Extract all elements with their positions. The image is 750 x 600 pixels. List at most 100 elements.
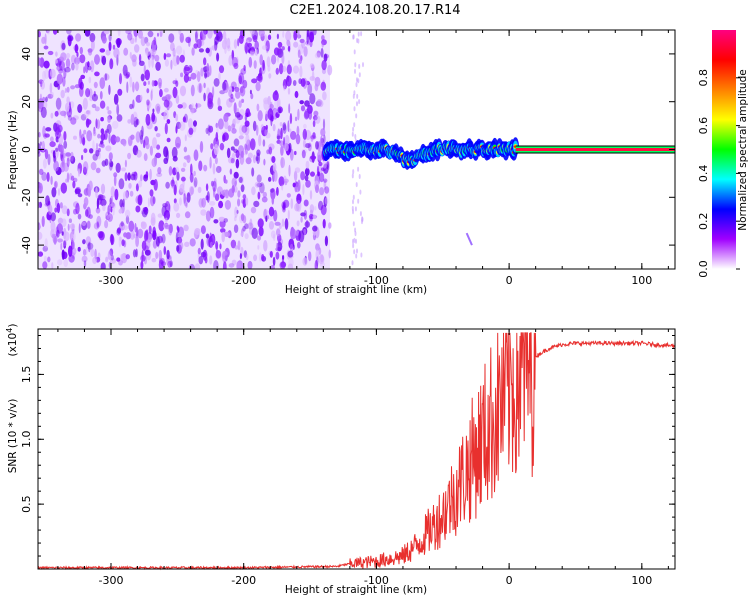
noise-speckle xyxy=(206,62,210,72)
noise-speckle xyxy=(240,213,245,222)
noise-speckle xyxy=(123,232,128,238)
noise-speckle xyxy=(61,205,68,215)
noise-speckle xyxy=(323,179,327,191)
noise-speckle xyxy=(125,254,130,260)
noise-speckle xyxy=(240,150,244,158)
noise-speckle xyxy=(250,93,254,100)
noise-speckle xyxy=(61,231,64,236)
colorbar-tick-label: 0.4 xyxy=(697,165,710,183)
noise-speckle xyxy=(245,133,250,146)
noise-speckle xyxy=(284,180,288,186)
noise-speckle xyxy=(145,50,151,56)
noise-speckle xyxy=(133,30,139,37)
noise-speckle xyxy=(295,229,299,236)
noise-speckle xyxy=(322,118,326,130)
noise-speckle xyxy=(310,155,317,160)
noise-speckle xyxy=(66,96,70,104)
noise-speckle xyxy=(265,113,268,122)
noise-speckle xyxy=(38,251,44,257)
noise-speckle xyxy=(63,68,67,79)
noise-speckle xyxy=(221,189,228,197)
noise-speckle xyxy=(57,83,61,90)
noise-speckle xyxy=(242,198,247,208)
noise-speckle xyxy=(265,124,268,130)
noise-speckle xyxy=(118,208,123,214)
noise-speckle xyxy=(304,108,310,119)
noise-speckle xyxy=(358,174,361,179)
noise-speckle xyxy=(262,59,265,71)
noise-speckle xyxy=(250,46,255,52)
noise-speckle xyxy=(150,90,153,101)
noise-speckle xyxy=(282,122,287,131)
noise-speckle xyxy=(47,30,50,35)
noise-speckle xyxy=(278,107,282,114)
noise-speckle xyxy=(263,99,270,111)
noise-speckle xyxy=(190,103,195,115)
noise-speckle xyxy=(145,171,149,178)
noise-speckle xyxy=(66,30,72,35)
noise-speckle xyxy=(51,262,54,269)
y-tick-label: 1.5 xyxy=(20,366,33,384)
noise-speckle xyxy=(67,223,70,231)
noise-speckle xyxy=(64,88,67,93)
noise-speckle xyxy=(165,53,172,58)
noise-speckle xyxy=(45,96,48,103)
noise-speckle xyxy=(71,247,77,256)
noise-speckle xyxy=(170,42,175,52)
noise-speckle xyxy=(233,62,239,70)
noise-speckle xyxy=(353,122,356,128)
snr-y-ticks: 0.5 1.0 1.5 xyxy=(20,334,675,557)
noise-speckle xyxy=(193,177,198,188)
noise-speckle xyxy=(323,134,326,144)
noise-speckle xyxy=(352,221,355,227)
noise-speckle xyxy=(63,258,68,268)
noise-speckle xyxy=(94,106,100,112)
noise-speckle xyxy=(351,205,354,211)
noise-speckle xyxy=(166,119,171,124)
noise-speckle xyxy=(155,61,161,71)
noise-speckle xyxy=(234,112,241,118)
noise-speckle xyxy=(100,55,104,64)
noise-speckle xyxy=(60,110,67,117)
noise-speckle xyxy=(157,167,162,175)
noise-speckle xyxy=(125,30,132,35)
noise-speckle xyxy=(283,85,286,91)
noise-speckle xyxy=(257,218,264,229)
noise-speckle xyxy=(233,148,238,153)
noise-speckle xyxy=(173,198,177,204)
noise-speckle xyxy=(273,209,278,222)
noise-speckle xyxy=(352,199,354,205)
noise-speckle xyxy=(66,208,70,217)
noise-speckle xyxy=(194,228,201,235)
noise-speckle xyxy=(159,31,163,38)
noise-speckle xyxy=(140,134,144,145)
noise-speckle xyxy=(63,131,67,141)
noise-speckle xyxy=(135,235,140,248)
noise-speckle xyxy=(163,99,170,108)
noise-speckle xyxy=(199,141,204,153)
noise-speckle xyxy=(112,120,119,129)
noise-speckle xyxy=(95,167,101,174)
noise-speckle xyxy=(355,113,358,119)
noise-speckle xyxy=(213,260,219,269)
noise-speckle xyxy=(304,143,311,149)
noise-speckle xyxy=(216,52,220,62)
noise-speckle xyxy=(184,241,190,247)
noise-speckle xyxy=(302,139,306,148)
noise-speckle xyxy=(198,256,204,265)
noise-speckle xyxy=(213,219,219,224)
y-tick-label: 1.0 xyxy=(20,431,33,449)
noise-speckle xyxy=(292,182,296,188)
noise-speckle xyxy=(92,140,95,152)
noise-speckle xyxy=(68,101,71,113)
noise-speckle xyxy=(237,190,241,198)
noise-speckle xyxy=(231,86,235,93)
noise-speckle xyxy=(165,94,172,100)
noise-speckle xyxy=(119,237,123,242)
noise-speckle xyxy=(249,30,255,35)
noise-speckle xyxy=(256,174,262,183)
noise-speckle xyxy=(139,129,144,140)
noise-speckle xyxy=(47,93,54,99)
noise-speckle xyxy=(249,218,253,227)
noise-speckle xyxy=(271,107,279,120)
